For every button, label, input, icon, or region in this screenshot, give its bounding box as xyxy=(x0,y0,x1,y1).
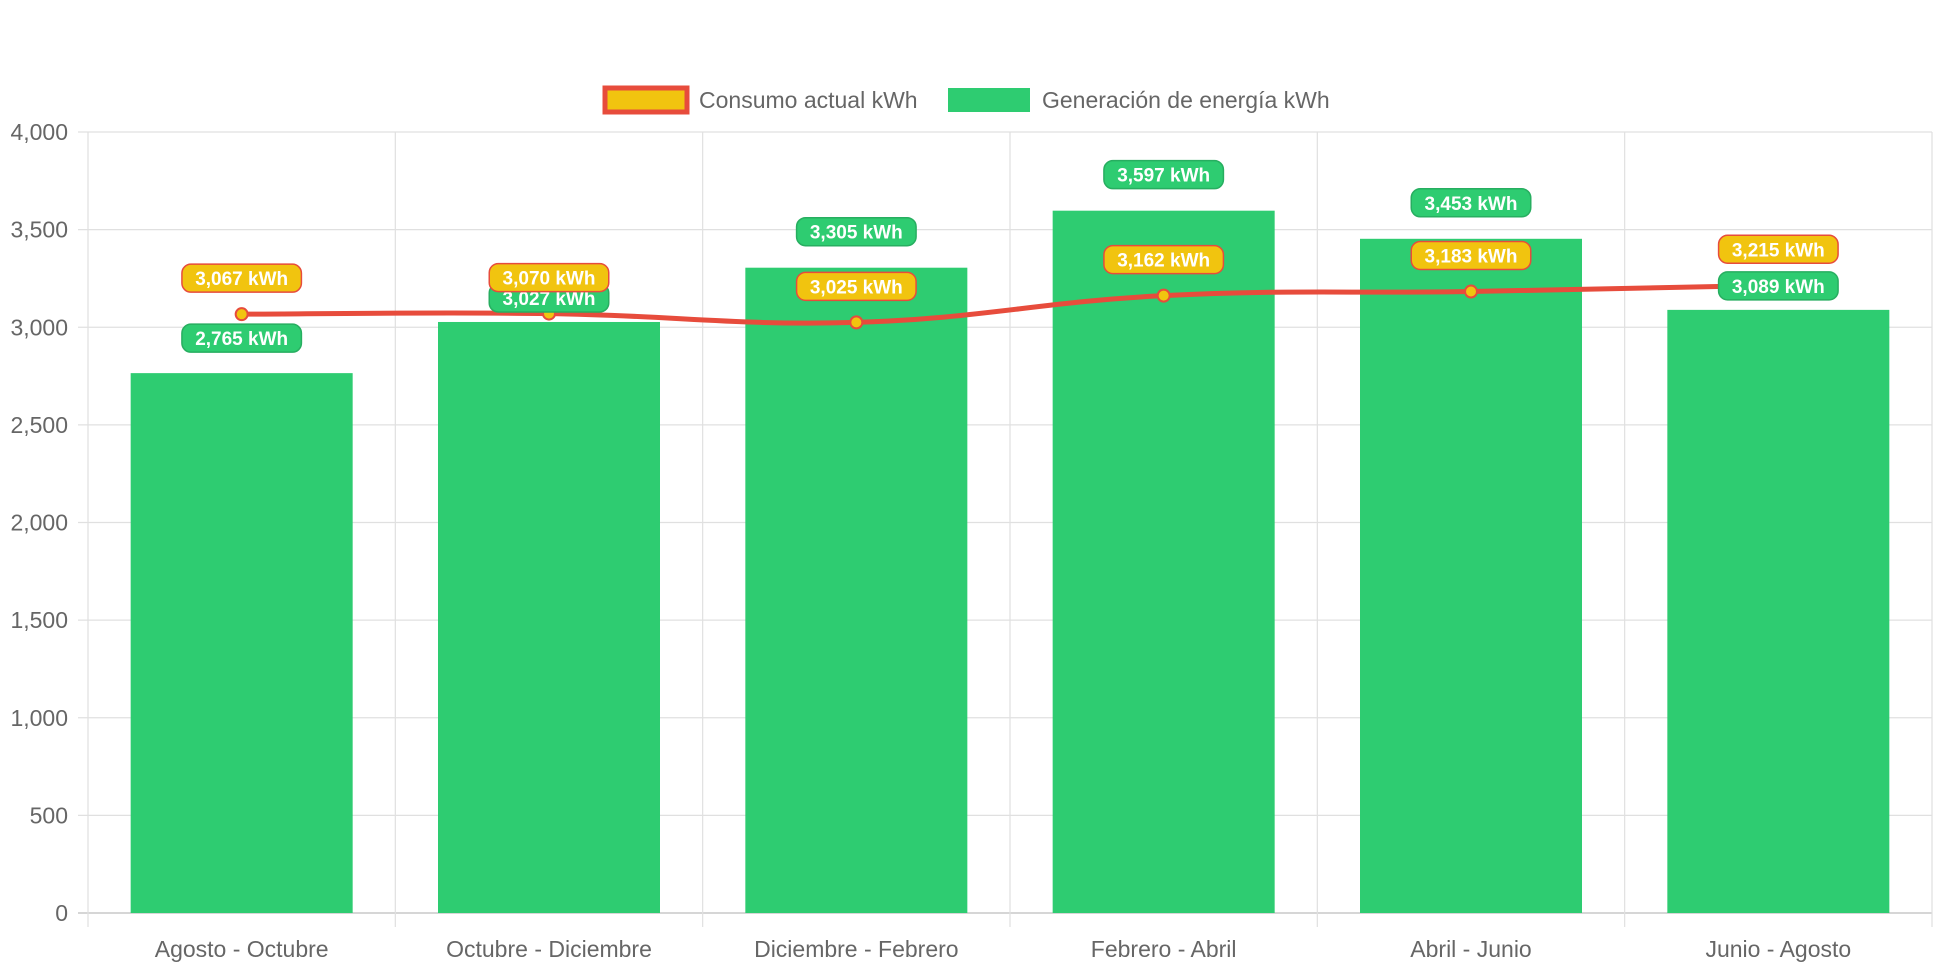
line-point xyxy=(1464,284,1478,299)
y-tick-label: 3,000 xyxy=(10,314,68,340)
data-label-bg xyxy=(795,271,917,302)
data-label-bg xyxy=(1103,159,1225,190)
line-point xyxy=(234,307,249,322)
data-label-text: 3,070 kWh xyxy=(503,269,596,290)
data-label-text: 2,765 kWh xyxy=(195,329,288,350)
data-label-text: 3,453 kWh xyxy=(1425,194,1518,215)
y-tick-label: 2,500 xyxy=(10,412,68,438)
line-value-label: 3,162 kWh xyxy=(1103,244,1225,275)
x-tick-label: Octubre - Diciembre xyxy=(446,936,652,962)
bar xyxy=(1360,238,1582,913)
bar xyxy=(438,321,660,913)
y-tick-label: 1,500 xyxy=(10,607,68,633)
data-label-bg xyxy=(181,263,303,293)
line-value-label: 3,183 kWh xyxy=(1410,240,1532,271)
x-tick-label: Febrero - Abril xyxy=(1091,936,1237,962)
legend-label: Consumo actual kWh xyxy=(699,87,918,113)
data-label-text: 3,215 kWh xyxy=(1732,240,1825,261)
grid xyxy=(78,131,1933,927)
y-tick-label: 3,500 xyxy=(10,217,68,243)
x-tick-label: Diciembre - Febrero xyxy=(754,936,959,962)
bar-value-label: 3,597 kWh xyxy=(1103,159,1225,190)
legend-label: Generación de energía kWh xyxy=(1042,87,1330,113)
bars xyxy=(130,210,1890,914)
y-tick-label: 1,000 xyxy=(10,705,68,731)
axes: 0 500 1,000 1,500 2,000 2,500 3,000 3,500 4,000 A… xyxy=(10,119,1851,962)
data-label-text: 3,025 kWh xyxy=(810,277,903,298)
bar xyxy=(1667,309,1890,913)
bar xyxy=(130,373,353,913)
bar xyxy=(1052,210,1275,914)
bar-value-label: 3,305 kWh xyxy=(795,216,917,247)
data-label-bg xyxy=(1103,244,1225,275)
legend-swatch xyxy=(948,88,1030,112)
line-value-label: 3,067 kWh xyxy=(181,263,303,293)
data-label-bg xyxy=(488,262,610,293)
line-value-label: 3,025 kWh xyxy=(795,271,917,302)
line-value-label: 3,070 kWh xyxy=(488,262,610,293)
line-value-label: 3,215 kWh xyxy=(1717,234,1839,265)
data-label-text: 3,027 kWh xyxy=(503,289,596,310)
legend-swatch xyxy=(602,85,690,115)
line-point xyxy=(1156,288,1171,303)
data-label-text: 3,067 kWh xyxy=(195,269,288,290)
data-label-text: 3,162 kWh xyxy=(1117,251,1210,272)
y-tick-label: 500 xyxy=(30,802,68,828)
data-label-text: 3,089 kWh xyxy=(1732,277,1825,298)
y-tick-label: 4,000 xyxy=(10,119,68,145)
bar-value-label: 2,765 kWh xyxy=(181,323,303,353)
bar-value-label: 3,453 kWh xyxy=(1410,188,1532,218)
x-tick-label: Agosto - Octubre xyxy=(155,936,329,962)
data-label-bg xyxy=(795,216,917,247)
data-label-bg xyxy=(1717,271,1839,301)
bar xyxy=(745,267,968,914)
data-label-bg xyxy=(1717,234,1839,265)
y-tick-label: 0 xyxy=(55,900,68,926)
data-label-bg xyxy=(1410,188,1532,218)
y-tick-label: 2,000 xyxy=(10,510,68,536)
data-label-bg xyxy=(181,323,303,353)
x-tick-label: Junio - Agosto xyxy=(1705,936,1851,962)
consumption-line xyxy=(239,282,1781,326)
x-tick-label: Abril - Junio xyxy=(1410,936,1531,962)
line-point xyxy=(849,315,864,330)
data-label-text: 3,305 kWh xyxy=(810,223,903,244)
data-label-bg xyxy=(1410,240,1532,271)
data-label-text: 3,183 kWh xyxy=(1425,247,1518,268)
bar-value-label: 3,089 kWh xyxy=(1717,271,1839,301)
data-labels: 2,765 kWh 3,027 kWh 3,305 kWh 3,597 kWh 3,45… xyxy=(181,159,1839,353)
legend: Consumo actual kWh Generación de energía … xyxy=(602,85,1330,115)
data-label-text: 3,597 kWh xyxy=(1117,166,1210,187)
